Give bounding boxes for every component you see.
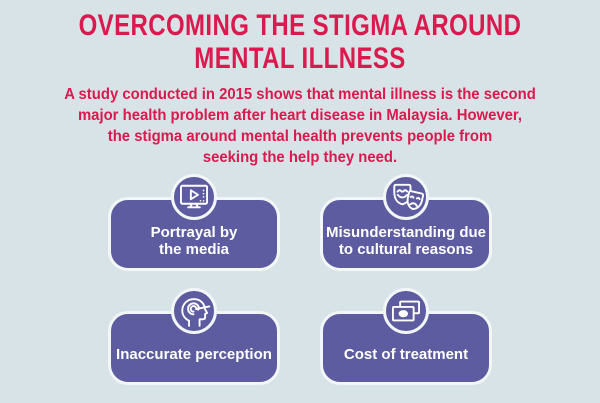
money-banknote-icon [383, 288, 429, 334]
page-title-line-1: OVERCOMING THE STIGMA AROUND [78, 9, 522, 42]
page-title: OVERCOMING THE STIGMA AROUND MENTAL ILLN… [60, 0, 540, 75]
card-cost-of-treatment: Cost of treatment [320, 288, 492, 385]
causes-grid: Portrayal by the media [0, 174, 600, 385]
card-label: Misunderstanding due to cultural reasons [325, 224, 486, 258]
card-portrayal-by-media: Portrayal by the media [108, 174, 280, 271]
card-label: Cost of treatment [343, 346, 469, 364]
card-inaccurate-perception: Inaccurate perception [108, 288, 280, 385]
intro-line-2: major health problem after heart disease… [77, 107, 523, 124]
intro-text: A study conducted in 2015 shows that men… [21, 84, 579, 168]
theater-masks-icon [393, 183, 424, 210]
media-monitor-play-icon [171, 174, 217, 220]
page-title-line-2: MENTAL ILLNESS [194, 42, 406, 75]
card-label: Portrayal by the media [150, 224, 238, 258]
card-misunderstanding-cultural: Misunderstanding due to cultural reasons [320, 174, 492, 271]
intro-line-3: the stigma around mental health prevents… [107, 128, 493, 145]
media-monitor-play-icon [180, 184, 208, 209]
card-label: Inaccurate perception [116, 346, 272, 364]
theater-masks-icon [383, 174, 429, 220]
head-perception-target-icon [171, 288, 217, 334]
intro-line-1: A study conducted in 2015 shows that men… [64, 86, 536, 103]
intro-line-4: seeking the help they need. [202, 149, 398, 166]
money-banknote-icon [392, 300, 420, 322]
head-perception-target-icon [181, 298, 211, 327]
